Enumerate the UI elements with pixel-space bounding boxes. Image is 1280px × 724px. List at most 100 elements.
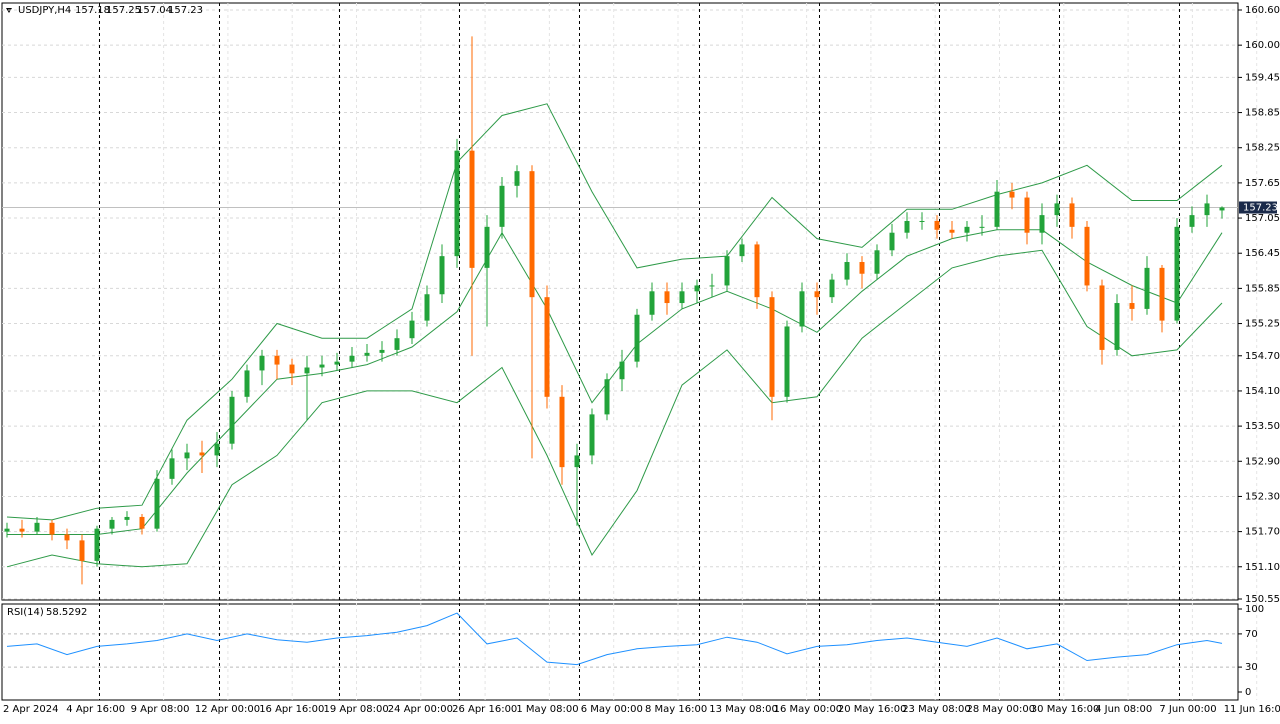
candle-body [1039, 215, 1045, 233]
x-tick-label: 16 May 00:00 [774, 704, 843, 715]
header-ohlc: 157.25 [106, 5, 141, 16]
candle-body [679, 291, 685, 304]
x-tick-label: 30 May 16:00 [1031, 704, 1100, 715]
candle-body [4, 528, 10, 532]
x-tick-label: 16 Apr 16:00 [259, 704, 324, 715]
candle-body [859, 262, 865, 274]
bollinger-upper [6, 103, 1223, 521]
candle-body [814, 291, 820, 298]
candle-body [439, 256, 445, 295]
y-tick-label: 151.70 [1245, 527, 1280, 538]
candle-body [544, 297, 550, 397]
candle-body [409, 320, 415, 339]
candle-body [874, 250, 880, 274]
y-tick-label: 154.10 [1245, 386, 1280, 397]
rsi-tick-label: 70 [1245, 629, 1258, 640]
candle-body [589, 414, 595, 456]
candle-body [64, 534, 70, 541]
y-tick-label: 157.65 [1245, 178, 1280, 189]
candle-body [49, 522, 55, 535]
y-tick-label: 160.60 [1245, 5, 1280, 16]
candle-body [634, 314, 640, 362]
candle-body [139, 516, 145, 529]
candle-body [1129, 303, 1135, 309]
candle-body [1009, 191, 1015, 198]
candle-body [484, 226, 490, 268]
candle-body [514, 171, 520, 186]
candle-body [454, 150, 460, 257]
candle-body [1219, 207, 1225, 211]
x-tick-label: 9 Apr 08:00 [131, 704, 190, 715]
x-tick-label: 8 May 16:00 [645, 704, 707, 715]
rsi-line [6, 612, 1223, 666]
candle-body [694, 285, 700, 292]
candle-body [754, 244, 760, 298]
y-tick-label: 160.00 [1245, 40, 1280, 51]
x-tick-label: 19 Apr 08:00 [324, 704, 389, 715]
x-tick-label: 11 Jun 16:00 [1224, 704, 1280, 715]
header-ohlc: 157.18 [75, 5, 110, 16]
y-tick-label: 158.25 [1245, 143, 1280, 154]
candle-body [1099, 285, 1105, 350]
candle-body [1054, 203, 1060, 216]
y-tick-label: 159.45 [1245, 72, 1280, 83]
x-tick-label: 20 May 16:00 [838, 704, 907, 715]
candle-body [1024, 197, 1030, 233]
x-tick-label: 23 May 08:00 [902, 704, 971, 715]
candle-body [229, 396, 235, 444]
candle-body [904, 220, 910, 233]
candle-body [994, 191, 1000, 227]
y-tick-label: 153.50 [1245, 421, 1280, 432]
candle-body [1114, 303, 1120, 350]
candle-body [619, 361, 625, 380]
candle-body [394, 338, 400, 350]
candle-body [79, 540, 85, 561]
candle-body [289, 364, 295, 374]
price-tag [1239, 201, 1277, 214]
y-tick-label: 155.85 [1245, 283, 1280, 294]
header-ohlc: 157.23 [168, 5, 203, 16]
candle-body [559, 396, 565, 468]
y-tick-label: 157.05 [1245, 213, 1280, 224]
candle-body [844, 262, 850, 280]
candle-body [739, 244, 745, 257]
candle-body [259, 355, 265, 371]
candle-body [214, 443, 220, 456]
candle-body [664, 291, 670, 304]
candle-body [829, 279, 835, 298]
candle-body [34, 522, 40, 532]
header-ohlc: 157.04 [137, 5, 172, 16]
candle-body [709, 285, 715, 287]
x-tick-label: 26 Apr 16:00 [452, 704, 517, 715]
rsi-tick-label: 30 [1245, 662, 1258, 673]
candle-body [379, 349, 385, 353]
candle-body [1069, 203, 1075, 227]
candle-body [784, 326, 790, 397]
candle-body [364, 352, 370, 356]
candle-body [334, 361, 340, 365]
candle-body [979, 226, 985, 228]
candle-body [199, 452, 205, 456]
price-panel [1, 2, 1239, 601]
candle-body [1144, 267, 1150, 309]
candle-body [724, 256, 730, 286]
rsi-label: RSI(14) [7, 607, 44, 618]
candle-body [94, 528, 100, 561]
candle-body [469, 150, 475, 268]
x-tick-label: 4 Apr 16:00 [66, 704, 125, 715]
x-tick-label: 13 May 08:00 [709, 704, 778, 715]
y-tick-label: 150.55 [1245, 594, 1280, 605]
candle-body [1189, 215, 1195, 227]
candle-body [109, 519, 115, 529]
y-tick-label: 158.85 [1245, 108, 1280, 119]
x-tick-label: 2 Apr 2024 [3, 704, 58, 715]
y-tick-label: 152.90 [1245, 456, 1280, 467]
candle-body [1204, 203, 1210, 216]
rsi-value: 58.5292 [46, 607, 87, 618]
candle-body [1174, 226, 1180, 321]
x-tick-label: 24 Apr 00:00 [388, 704, 453, 715]
candle-body [169, 458, 175, 479]
x-tick-label: 12 Apr 00:00 [195, 704, 260, 715]
candle-body [274, 355, 280, 365]
candle-body [574, 455, 580, 468]
